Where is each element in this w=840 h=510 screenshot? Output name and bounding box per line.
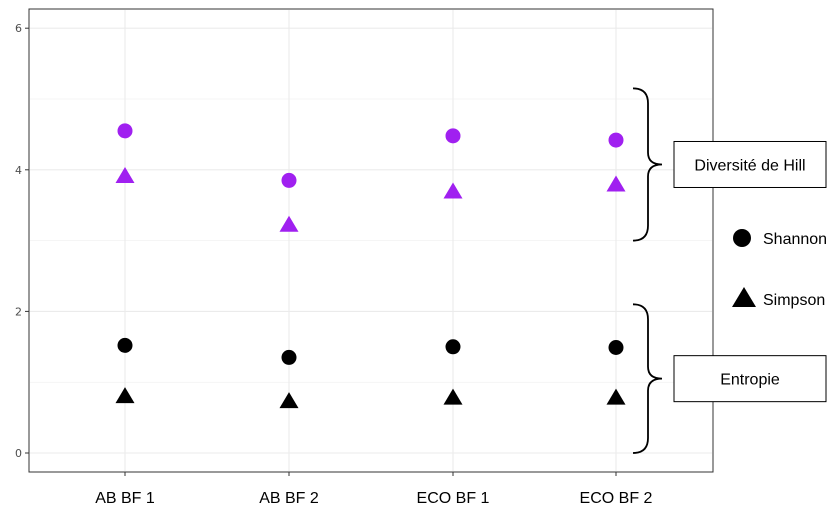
gridlines [30, 10, 712, 471]
data-points [115, 123, 626, 409]
data-point-circle [117, 337, 133, 353]
data-point-triangle [606, 388, 626, 405]
data-point-triangle [279, 392, 299, 409]
legend-triangle-key [732, 287, 756, 307]
y-tick-label: 4 [15, 164, 22, 177]
curly-brace [632, 303, 663, 454]
y-tick-label: 2 [15, 305, 22, 318]
legend-circle-key [733, 229, 751, 247]
legend-label: Shannon [763, 231, 827, 248]
data-point-circle [281, 349, 297, 365]
data-point-circle [445, 128, 461, 144]
data-point-circle [281, 172, 297, 188]
y-axis: 0 2 4 6 [15, 22, 29, 460]
data-point-circle [608, 340, 624, 356]
legend-label: Simpson [763, 292, 825, 309]
annotation-label: Entropie [720, 372, 780, 389]
data-point-circle [117, 123, 133, 139]
x-tick-label: ECO BF 1 [417, 490, 490, 507]
annotation-label: Diversité de Hill [694, 157, 805, 174]
x-axis: AB BF 1 AB BF 2 ECO BF 1 ECO BF 2 [95, 472, 653, 507]
annotation-box [673, 140, 827, 188]
data-point-triangle [279, 215, 299, 232]
data-point-circle [445, 339, 461, 355]
x-tick-label: AB BF 2 [259, 490, 319, 507]
data-point-triangle [115, 387, 135, 404]
data-point-triangle [606, 175, 626, 192]
annotations: Diversité de Hill Entropie [632, 87, 827, 454]
data-point-triangle [443, 388, 463, 405]
y-tick-label: 6 [15, 22, 22, 35]
annotation-box [673, 355, 827, 403]
data-point-triangle [443, 182, 463, 199]
data-point-triangle [115, 166, 135, 183]
x-tick-label: ECO BF 2 [580, 490, 653, 507]
x-tick-label: AB BF 1 [95, 490, 155, 507]
y-tick-label: 0 [15, 447, 22, 460]
data-point-circle [608, 132, 624, 148]
curly-brace [632, 87, 663, 242]
legend: Shannon Simpson [732, 229, 827, 309]
